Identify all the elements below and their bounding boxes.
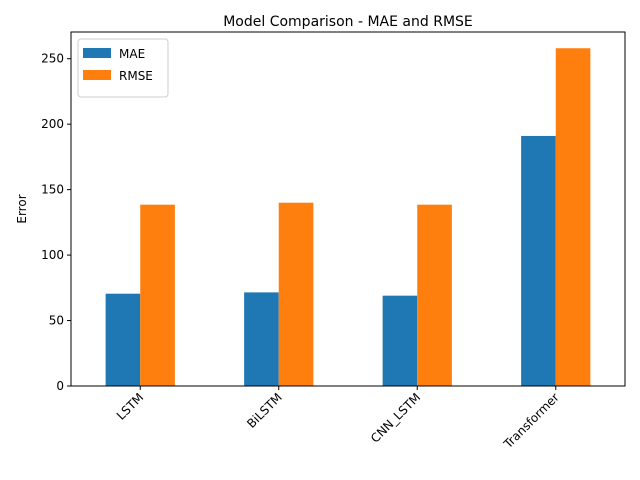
legend: MAE RMSE [77, 38, 169, 98]
y-tick-label: 150 [41, 183, 64, 197]
bars-group [105, 48, 591, 386]
x-axis: LSTM BiLSTM CNN_LSTM Transformer [114, 386, 562, 452]
x-tick-label: BiLSTM [244, 390, 285, 431]
chart-title: Model Comparison - MAE and RMSE [223, 14, 473, 30]
y-tick-label: 50 [49, 314, 64, 328]
plot-frame [70, 31, 626, 387]
x-tick-label: LSTM [114, 390, 147, 423]
bar-rmse-bilstm [278, 202, 314, 386]
bar-mae-cnn_lstm [382, 295, 418, 386]
y-axis-label: Error [15, 194, 29, 223]
y-tick-label: 100 [41, 248, 64, 262]
x-tick-label: Transformer [500, 390, 562, 452]
y-tick-label: 0 [56, 379, 64, 393]
bar-mae-lstm [105, 293, 141, 386]
bar-mae-transformer [521, 135, 556, 386]
y-tick-label: 200 [41, 117, 64, 131]
legend-label-rmse: RMSE [119, 69, 153, 83]
y-axis: 0 50 100 150 200 250 [41, 52, 71, 393]
bar-rmse-cnn_lstm [417, 204, 452, 386]
legend-label-mae: MAE [119, 47, 145, 61]
y-tick-label: 250 [41, 52, 64, 66]
legend-swatch-mae [83, 48, 111, 58]
bar-rmse-transformer [555, 48, 591, 386]
x-tick-label: CNN_LSTM [368, 390, 423, 445]
legend-swatch-rmse [83, 70, 111, 80]
bar-mae-bilstm [244, 292, 279, 386]
bar-rmse-lstm [140, 204, 175, 386]
